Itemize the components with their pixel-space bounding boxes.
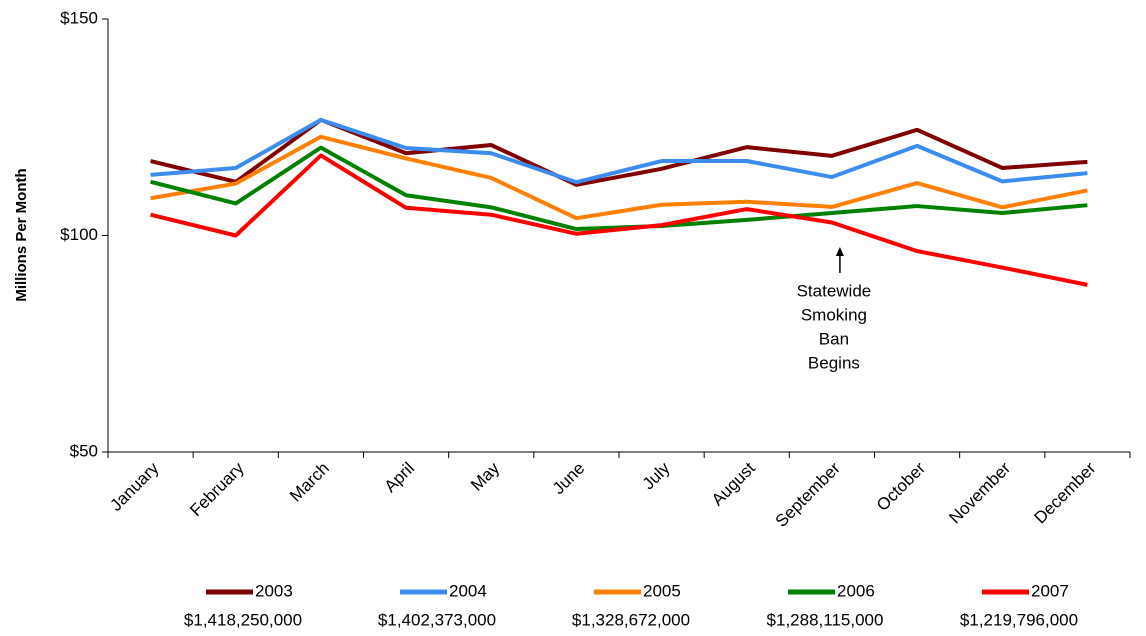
series-line	[150, 153, 1088, 287]
series-line	[150, 117, 1088, 185]
legend-label: 2003	[255, 581, 293, 600]
y-axis-title: Millions Per Month	[13, 168, 30, 301]
annotation-text: Begins	[808, 353, 860, 372]
annotation-text: Statewide	[797, 281, 872, 300]
x-tick-label: March	[286, 459, 333, 506]
x-tick-label: April	[381, 459, 418, 496]
legend-total: $1,219,796,000	[960, 610, 1078, 629]
series-line	[150, 134, 1088, 221]
x-tick-label: February	[186, 458, 248, 520]
legend-total: $1,402,373,000	[378, 610, 496, 629]
annotation-text: Smoking	[801, 305, 867, 324]
y-tick-label: $100	[60, 225, 98, 244]
legend-label: 2007	[1031, 581, 1069, 600]
x-tick-label: May	[467, 458, 503, 494]
legend-total: $1,288,115,000	[767, 610, 884, 629]
series-line	[150, 117, 1088, 187]
x-tick-label: January	[106, 458, 163, 515]
legend-label: 2005	[643, 581, 681, 600]
x-tick-label: September	[772, 458, 844, 530]
x-tick-label: June	[549, 459, 589, 499]
legend-total: $1,418,250,000	[184, 610, 302, 629]
legend-total: $1,328,672,000	[572, 610, 690, 629]
y-tick-label: $50	[70, 441, 98, 460]
x-tick-label: July	[639, 458, 674, 493]
x-tick-label: December	[1031, 458, 1100, 527]
legend-label: 2004	[449, 581, 487, 600]
y-tick-label: $150	[60, 8, 98, 27]
x-tick-label: October	[873, 458, 929, 514]
annotation-arrowhead	[835, 247, 844, 256]
x-tick-label: November	[945, 458, 1014, 527]
annotation-text: Ban	[819, 329, 849, 348]
x-tick-label: August	[708, 458, 759, 509]
legend-label: 2006	[837, 581, 875, 600]
